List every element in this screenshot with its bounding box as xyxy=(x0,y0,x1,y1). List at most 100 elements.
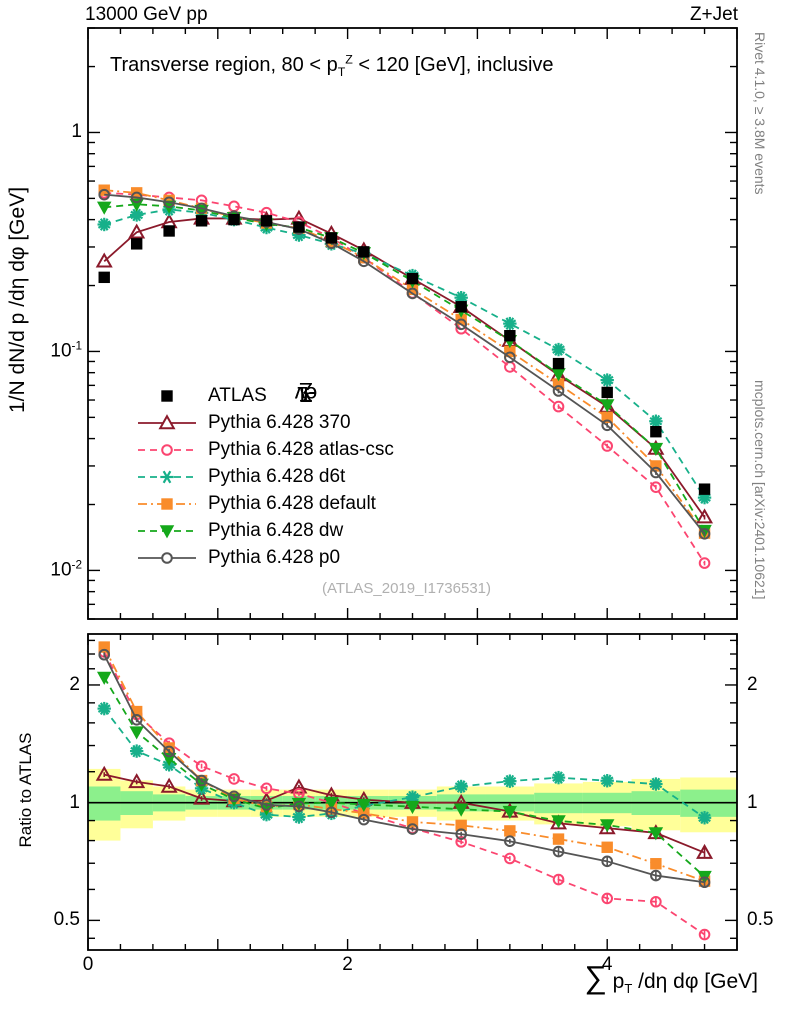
data-marker xyxy=(650,426,662,438)
data-marker xyxy=(97,701,111,716)
ratio-y-tick-label-left: 0.5 xyxy=(53,909,80,931)
x-tick-label: 4 xyxy=(601,954,613,975)
main-panel-data xyxy=(95,184,714,569)
data-marker xyxy=(551,770,566,785)
data-marker xyxy=(96,201,112,215)
data-marker xyxy=(95,765,113,781)
data-marker xyxy=(455,318,467,331)
data-marker xyxy=(552,833,565,845)
legend-item-pythia-6-428-370[interactable]: Pythia 6.428 370 xyxy=(136,409,394,436)
data-marker xyxy=(163,745,175,758)
data-marker xyxy=(260,215,273,227)
data-marker xyxy=(325,232,338,244)
data-marker xyxy=(356,798,372,812)
header-beam-label: 13000 GeV pp xyxy=(85,4,208,25)
x-tick-label: 0 xyxy=(82,954,94,975)
data-marker xyxy=(600,774,614,788)
data-marker xyxy=(551,815,566,829)
data-marker xyxy=(697,811,712,825)
data-marker xyxy=(95,252,113,268)
series-line xyxy=(103,677,706,878)
main-y-tick-label: 10-1 xyxy=(50,339,82,363)
data-marker xyxy=(130,191,143,204)
data-marker xyxy=(648,442,664,457)
data-marker xyxy=(98,188,111,201)
data-marker xyxy=(650,466,662,479)
data-marker xyxy=(698,527,711,540)
series-atlas xyxy=(98,213,711,495)
data-marker xyxy=(228,790,240,803)
data-marker xyxy=(600,373,614,387)
data-marker xyxy=(260,782,273,795)
data-marker xyxy=(650,481,662,493)
series-line xyxy=(103,217,706,518)
data-marker xyxy=(552,845,565,858)
legend-marker-star-icon xyxy=(136,467,198,487)
legend-label: Pythia 6.428 370 xyxy=(208,411,351,433)
series-pythia-6-428-default xyxy=(98,641,711,887)
legend-item-pythia-6-428-dw[interactable]: Pythia 6.428 dw xyxy=(136,517,394,544)
ratio-y-tick-label-left: 2 xyxy=(69,673,80,695)
data-marker xyxy=(195,202,208,215)
ratio-y-tick-label-right: 0.5 xyxy=(747,909,774,931)
data-marker xyxy=(601,855,614,868)
data-marker xyxy=(228,213,240,226)
series-pythia-6-428-p0 xyxy=(98,648,711,889)
main-y-tick-label: 10-2 xyxy=(50,558,82,582)
data-marker xyxy=(599,819,615,833)
data-marker xyxy=(649,414,663,428)
data-marker xyxy=(97,217,111,232)
data-marker xyxy=(698,483,711,495)
data-marker xyxy=(650,895,662,908)
x-axis-label: ∑ pT /dη dφ [GeV] xyxy=(584,959,758,997)
data-marker xyxy=(128,773,146,789)
data-marker xyxy=(698,557,711,569)
data-marker xyxy=(325,806,338,819)
legend-label: Pythia 6.428 d6t xyxy=(208,465,346,487)
legend-label: Pythia 6.428 default xyxy=(208,492,376,514)
data-marker xyxy=(550,814,568,830)
data-marker xyxy=(504,330,516,342)
data-marker xyxy=(696,843,714,859)
data-marker xyxy=(98,648,111,661)
data-marker xyxy=(552,385,565,397)
legend-item-pythia-6-428-p0[interactable]: Pythia 6.428 p0 xyxy=(136,544,394,571)
legend-label: Pythia 6.428 dw xyxy=(208,519,344,541)
data-marker xyxy=(455,836,467,848)
ratio-y-tick-label-right: 2 xyxy=(747,673,758,695)
data-marker xyxy=(504,825,516,837)
legend-item-pythia-6-428-atlas-csc[interactable]: Pythia 6.428 atlas-csc xyxy=(136,436,394,463)
data-marker xyxy=(504,351,516,364)
data-marker xyxy=(406,272,419,285)
data-marker xyxy=(406,287,419,300)
legend-item-atlas[interactable]: ATLAS xyxy=(136,382,394,409)
data-marker xyxy=(98,641,110,653)
data-marker xyxy=(163,225,175,237)
data-marker xyxy=(193,789,211,805)
series-line xyxy=(104,189,706,534)
data-marker xyxy=(503,316,517,331)
data-marker xyxy=(455,819,467,832)
data-marker xyxy=(129,744,144,758)
data-marker xyxy=(552,357,565,370)
legend-marker-triangle-open-icon xyxy=(136,413,198,433)
legend-item-pythia-6-428-d6t[interactable]: Pythia 6.428 d6t xyxy=(136,463,394,490)
data-marker xyxy=(650,869,662,882)
data-marker xyxy=(455,301,467,313)
data-marker xyxy=(228,773,240,785)
data-marker xyxy=(551,342,566,357)
data-marker xyxy=(696,508,714,524)
legend-item-pythia-6-428-default[interactable]: Pythia 6.428 default xyxy=(136,490,394,517)
ratio-y-tick-label-right: 1 xyxy=(747,791,758,813)
legend-marker-circle-open-icon xyxy=(136,440,198,460)
data-marker xyxy=(406,823,419,835)
data-marker xyxy=(128,223,146,239)
data-marker xyxy=(601,892,614,905)
series-line xyxy=(103,646,705,882)
data-marker xyxy=(293,800,305,813)
data-marker xyxy=(454,779,468,794)
data-marker xyxy=(160,777,178,793)
series-line xyxy=(103,651,706,936)
data-marker xyxy=(358,813,370,826)
